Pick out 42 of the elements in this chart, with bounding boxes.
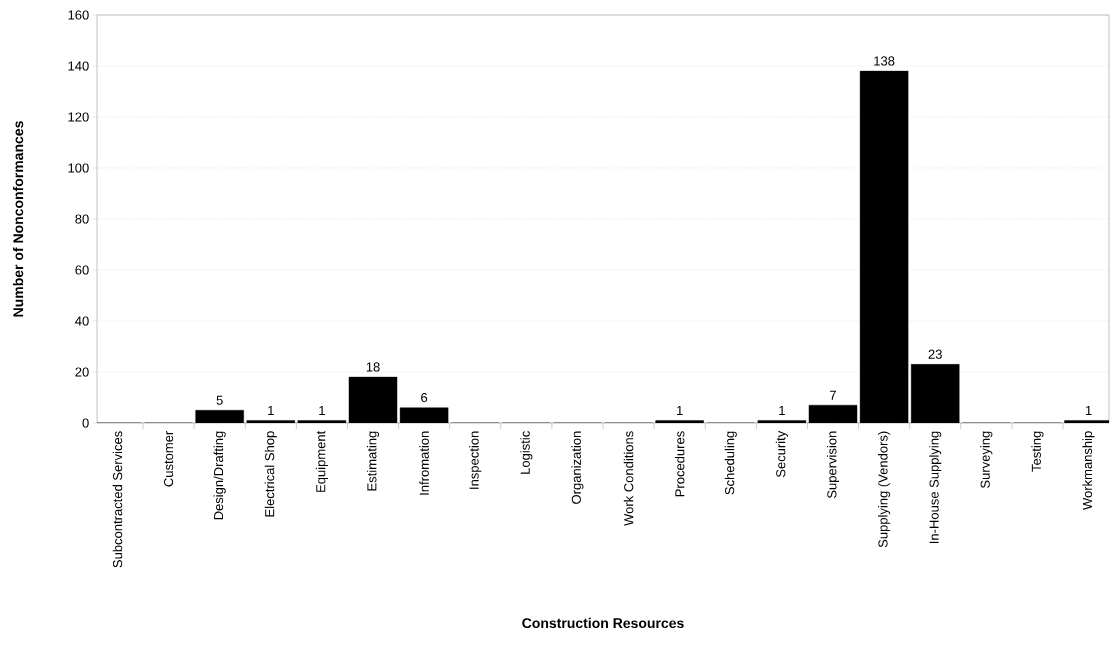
x-tick-label: Estimating	[366, 431, 380, 491]
x-tick-label: Security	[775, 430, 788, 478]
x-tick-label: Infromation	[419, 431, 429, 495]
x-tick-label: Equipment	[315, 430, 328, 492]
x-tick-label: Subcontracted Services	[112, 431, 123, 568]
x-tick-label: Workmanship	[1082, 431, 1095, 510]
y-tick-label: 40	[75, 316, 89, 326]
x-tick-label: Supplying (Vendors)	[878, 431, 891, 548]
x-tick-label: Procedures	[674, 431, 685, 497]
x-tick-label: Testing	[1031, 431, 1044, 472]
y-tick-label: 60	[75, 265, 89, 275]
x-tick-label: Scheduling	[724, 431, 737, 495]
x-tick-label: Electrical Shop	[264, 431, 277, 517]
y-tick-label: 20	[75, 367, 89, 377]
data-label: 1	[268, 405, 274, 415]
x-tick-label: Logistic	[520, 431, 533, 474]
data-label: 5	[216, 395, 223, 405]
x-tick-label: Surveying	[980, 431, 993, 488]
data-label: 1	[319, 405, 325, 415]
y-tick-label: 100	[68, 163, 89, 173]
y-tick-label: 140	[68, 61, 89, 71]
x-tick-label: Organization	[571, 431, 584, 504]
data-label: 7	[830, 390, 836, 400]
data-label: 1	[1085, 405, 1092, 415]
data-label: 18	[366, 362, 380, 372]
x-tick-label: Supervision	[826, 431, 840, 499]
data-label: 138	[874, 56, 895, 66]
x-tick-label: Inspection	[469, 431, 482, 489]
data-label: 6	[421, 392, 428, 403]
data-label: 23	[928, 349, 942, 359]
x-tick-label: In-House Supplying	[929, 431, 942, 544]
x-tick-label: Customer	[163, 431, 174, 487]
data-label: 1	[677, 405, 683, 415]
y-tick-label: 120	[68, 112, 89, 122]
y-axis-title: Number of Nonconformances	[12, 121, 24, 317]
y-tick-label: 160	[68, 10, 89, 20]
x-tick-label: Work Conditions	[623, 431, 634, 526]
x-axis-title: Construction Resources	[522, 617, 684, 629]
y-tick-label: 0	[82, 418, 89, 428]
data-label: 1	[779, 405, 785, 415]
x-tick-label: Design/Drafting	[213, 431, 226, 520]
y-tick-label: 80	[75, 214, 89, 224]
